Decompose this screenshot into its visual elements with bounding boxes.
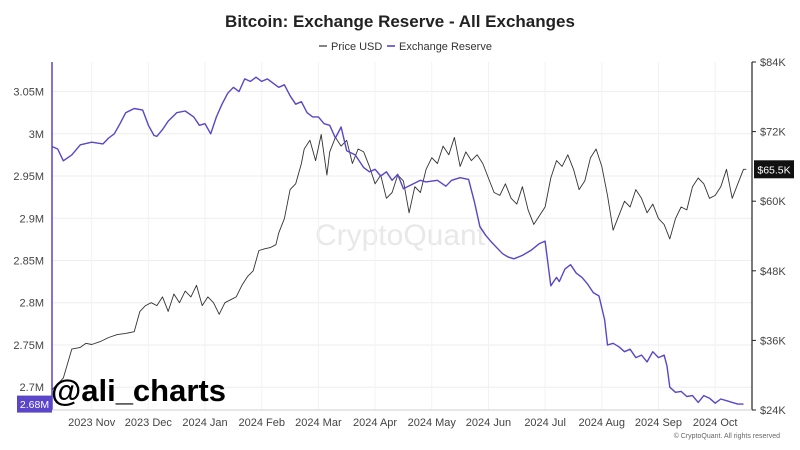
reserve-badge-label: 2.68M: [20, 399, 49, 411]
x-tick-label: 2024 Aug: [579, 417, 626, 429]
exchange-reserve-line: [51, 76, 744, 405]
x-tick-label: 2023 Dec: [125, 417, 173, 429]
x-tick-label: 2024 Jul: [524, 417, 566, 429]
left-tick-label: 3M: [29, 129, 44, 141]
right-tick-label: $72K: [760, 127, 786, 139]
left-tick-label: 2.7M: [20, 382, 44, 394]
left-tick-label: 2.8M: [20, 298, 44, 310]
left-tick-label: 2.75M: [13, 340, 44, 352]
reserve-current-badge: 2.68M: [17, 395, 52, 413]
x-tick-label: 2024 May: [408, 417, 457, 429]
legend-price-label[interactable]: Price USD: [331, 41, 382, 53]
x-tick-label: 2024 Sep: [635, 417, 682, 429]
right-axis-ticks: $24K $36K $48K $60K $72K $84K: [752, 57, 786, 417]
grid: [52, 62, 752, 410]
x-tick-label: 2024 Jan: [182, 417, 227, 429]
left-tick-label: 3.05M: [13, 87, 44, 99]
legend: Price USD Exchange Reserve: [319, 41, 492, 53]
left-axis-ticks: 2.7M 2.75M 2.8M 2.85M 2.9M 2.95M 3M 3.05M: [13, 87, 44, 395]
x-tick-label: 2024 Jun: [466, 417, 511, 429]
price-badge-box: [754, 160, 794, 179]
left-tick-label: 2.9M: [20, 213, 44, 225]
x-tick-label: 2023 Nov: [68, 417, 116, 429]
price-usd-line: [51, 134, 747, 391]
overlay-handle: @ali_charts: [51, 373, 226, 408]
x-tick-label: 2024 Oct: [693, 417, 738, 429]
x-tick-label: 2024 Mar: [295, 417, 342, 429]
left-tick-label: 2.95M: [13, 171, 44, 183]
right-tick-label: $24K: [760, 405, 786, 417]
price-badge-label: $65.5K: [757, 164, 790, 176]
copyright-notice: © CryptoQuant. All rights reserved: [674, 432, 780, 440]
x-tick-label: 2024 Feb: [238, 417, 284, 429]
reserve-badge-box: [17, 395, 52, 413]
x-tick-label: 2024 Apr: [353, 417, 397, 429]
legend-reserve-label[interactable]: Exchange Reserve: [399, 41, 492, 53]
right-tick-label: $60K: [760, 196, 786, 208]
chart-title: Bitcoin: Exchange Reserve - All Exchange…: [225, 12, 575, 31]
watermark: CryptoQuant: [315, 219, 486, 252]
left-tick-label: 2.85M: [13, 255, 44, 267]
right-tick-label: $48K: [760, 266, 786, 278]
right-tick-label: $36K: [760, 335, 786, 347]
right-tick-label: $84K: [760, 57, 786, 69]
price-current-badge: $65.5K: [754, 160, 794, 179]
x-axis-ticks: 2023 Nov 2023 Dec 2024 Jan 2024 Feb 2024 Mar…: [68, 417, 737, 429]
